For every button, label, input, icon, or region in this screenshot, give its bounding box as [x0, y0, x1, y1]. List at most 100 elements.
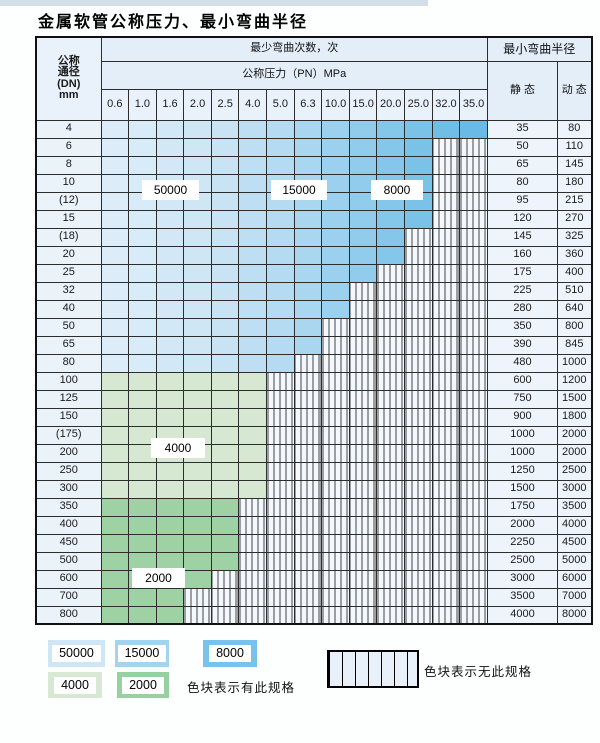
spec-cell — [238, 137, 268, 157]
spec-cell — [348, 119, 378, 139]
spec-cell — [183, 515, 212, 535]
static-radius-cell: 1000 — [487, 425, 558, 445]
dynamic-radius-cell: 215 — [556, 191, 593, 211]
no-spec-cell — [293, 587, 323, 607]
spec-cell — [238, 461, 268, 481]
table-row-dn-100: 100 600 1200 — [35, 371, 593, 391]
dynamic-radius-cell: 510 — [556, 281, 593, 301]
spec-cell — [266, 245, 295, 265]
no-spec-cell — [266, 569, 295, 589]
legend-swatch-15000: 15000 — [115, 640, 169, 667]
spec-cell — [128, 299, 157, 319]
spec-cell — [128, 533, 157, 553]
spec-cell — [128, 317, 157, 337]
dn-cell: 40 — [35, 299, 102, 319]
no-spec-cell — [459, 299, 488, 319]
spec-cell — [183, 569, 212, 589]
static-radius-cell: 120 — [487, 209, 558, 229]
spec-cell — [128, 443, 157, 463]
spec-cell — [155, 263, 185, 283]
no-spec-cell — [348, 515, 378, 535]
spec-table-wrapper: 公称 通径 (DN) mm 最少弯曲次数，次 最小弯曲半径 公称压力（PN）MPa 静 态动 … — [35, 36, 593, 625]
no-spec-cell — [238, 515, 268, 535]
spec-cell — [128, 371, 157, 391]
no-spec-cell — [431, 515, 461, 535]
no-spec-cell — [238, 497, 268, 517]
table-row-dn-450: 450 2250 4500 — [35, 533, 593, 553]
spec-cell — [183, 209, 212, 229]
dynamic-radius-cell: 270 — [556, 209, 593, 229]
spec-cell — [155, 227, 185, 247]
dn-cell: 100 — [35, 371, 102, 391]
dynamic-radius-cell: 1800 — [556, 407, 593, 427]
no-spec-cell — [431, 173, 461, 193]
no-spec-cell — [321, 371, 350, 391]
no-spec-cell — [404, 479, 433, 499]
no-spec-cell — [321, 425, 350, 445]
spec-cell — [404, 137, 433, 157]
no-spec-cell — [459, 353, 488, 373]
no-spec-cell — [404, 281, 433, 301]
no-spec-cell — [376, 425, 406, 445]
no-spec-cell — [431, 281, 461, 301]
spec-cell — [183, 137, 212, 157]
pressure-column-header-32.0: 32.0 — [431, 88, 461, 121]
spec-cell — [155, 605, 185, 625]
no-spec-cell — [348, 551, 378, 571]
spec-cell — [210, 191, 240, 211]
bend-cycles-header: 最少弯曲次数，次 — [100, 36, 488, 62]
legend-swatch-8000: 8000 — [203, 640, 257, 667]
no-spec-cell — [459, 281, 488, 301]
no-spec-cell — [183, 605, 212, 625]
no-spec-cell — [266, 497, 295, 517]
no-spec-cell — [293, 569, 323, 589]
spec-cell — [210, 245, 240, 265]
spec-cell — [128, 245, 157, 265]
no-spec-cell — [459, 389, 488, 409]
spec-cell — [183, 353, 212, 373]
spec-cell — [266, 209, 295, 229]
no-spec-cell — [376, 479, 406, 499]
no-spec-cell — [238, 569, 268, 589]
no-spec-cell — [459, 551, 488, 571]
spec-table: 公称 通径 (DN) mm 最少弯曲次数，次 最小弯曲半径 公称压力（PN）MPa 静 态动 … — [35, 36, 593, 625]
spec-cell — [266, 137, 295, 157]
spec-cell — [238, 281, 268, 301]
table-row-dn-6: 6 50 110 — [35, 137, 593, 157]
spec-cell — [128, 479, 157, 499]
spec-cell — [321, 227, 350, 247]
spec-cell — [348, 245, 378, 265]
no-spec-cell — [404, 533, 433, 553]
spec-cell — [155, 587, 185, 607]
dynamic-radius-cell: 5000 — [556, 551, 593, 571]
static-radius-cell: 350 — [487, 317, 558, 337]
spec-cell — [210, 281, 240, 301]
no-spec-cell — [459, 245, 488, 265]
spec-cell — [155, 515, 185, 535]
spec-cell — [266, 227, 295, 247]
spec-cell — [459, 119, 488, 139]
no-spec-cell — [348, 389, 378, 409]
pressure-column-header-25.0: 25.0 — [404, 88, 433, 121]
no-spec-cell — [431, 497, 461, 517]
no-spec-cell — [459, 461, 488, 481]
dynamic-radius-cell: 80 — [556, 119, 593, 139]
no-spec-cell — [376, 461, 406, 481]
spec-cell — [100, 443, 130, 463]
spec-cell — [376, 227, 406, 247]
no-spec-cell — [321, 317, 350, 337]
legend-label-8000: 8000 — [209, 645, 251, 662]
no-spec-cell — [321, 551, 350, 571]
no-spec-cell — [459, 407, 488, 427]
static-radius-cell: 280 — [487, 299, 558, 319]
spec-cell — [128, 119, 157, 139]
no-spec-cell — [459, 209, 488, 229]
static-radius-cell: 1750 — [487, 497, 558, 517]
no-spec-cell — [376, 587, 406, 607]
spec-cell — [266, 155, 295, 175]
no-spec-cell — [210, 569, 240, 589]
no-spec-cell — [210, 605, 240, 625]
pressure-column-header-2.5: 2.5 — [210, 88, 240, 121]
spec-cell — [155, 299, 185, 319]
no-spec-cell — [404, 263, 433, 283]
